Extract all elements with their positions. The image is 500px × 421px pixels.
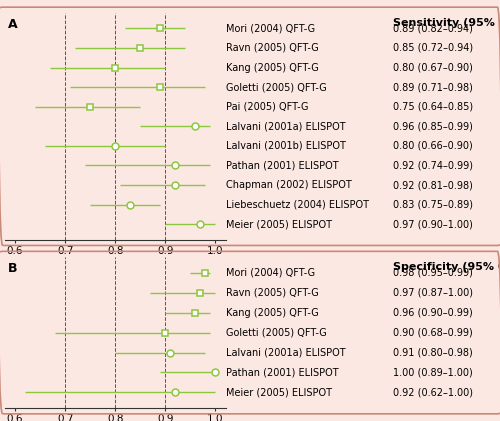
Text: Ravn (2005) QFT-G: Ravn (2005) QFT-G <box>226 43 318 53</box>
Text: 0.90 (0.68–0.99): 0.90 (0.68–0.99) <box>392 328 472 338</box>
Text: Lalvani (2001b) ELISPOT: Lalvani (2001b) ELISPOT <box>226 141 346 151</box>
Text: 0.96 (0.90–0.99): 0.96 (0.90–0.99) <box>392 308 472 318</box>
Text: Specificity (95% CI): Specificity (95% CI) <box>392 262 500 272</box>
Text: 0.92 (0.81–0.98): 0.92 (0.81–0.98) <box>392 180 472 190</box>
Text: Ravn (2005) QFT-G: Ravn (2005) QFT-G <box>226 288 318 298</box>
Text: Meier (2005) ELISPOT: Meier (2005) ELISPOT <box>226 219 332 229</box>
Text: 0.80 (0.67–0.90): 0.80 (0.67–0.90) <box>392 62 472 72</box>
Text: 1.00 (0.89–1.00): 1.00 (0.89–1.00) <box>392 368 472 378</box>
Text: Lalvani (2001a) ELISPOT: Lalvani (2001a) ELISPOT <box>226 121 345 131</box>
Text: Goletti (2005) QFT-G: Goletti (2005) QFT-G <box>226 328 326 338</box>
Text: A: A <box>8 18 17 31</box>
Text: 0.92 (0.62–1.00): 0.92 (0.62–1.00) <box>392 387 472 397</box>
Text: Pai (2005) QFT-G: Pai (2005) QFT-G <box>226 102 308 112</box>
Text: 0.97 (0.87–1.00): 0.97 (0.87–1.00) <box>392 288 472 298</box>
Text: Sensitivity (95% CI): Sensitivity (95% CI) <box>392 18 500 27</box>
Text: Kang (2005) QFT-G: Kang (2005) QFT-G <box>226 62 318 72</box>
Text: 0.91 (0.80–0.98): 0.91 (0.80–0.98) <box>392 347 472 357</box>
Text: Lalvani (2001a) ELISPOT: Lalvani (2001a) ELISPOT <box>226 347 345 357</box>
Text: 0.92 (0.74–0.99): 0.92 (0.74–0.99) <box>392 160 472 171</box>
Text: 0.89 (0.71–0.98): 0.89 (0.71–0.98) <box>392 82 472 92</box>
Text: 0.80 (0.66–0.90): 0.80 (0.66–0.90) <box>392 141 472 151</box>
Text: Mori (2004) QFT-G: Mori (2004) QFT-G <box>226 23 314 33</box>
Text: Mori (2004) QFT-G: Mori (2004) QFT-G <box>226 268 314 278</box>
Text: Pathan (2001) ELISPOT: Pathan (2001) ELISPOT <box>226 368 338 378</box>
Text: 0.75 (0.64–0.85): 0.75 (0.64–0.85) <box>392 102 472 112</box>
Text: 0.97 (0.90–1.00): 0.97 (0.90–1.00) <box>392 219 472 229</box>
Text: B: B <box>8 262 17 275</box>
Text: Pathan (2001) ELISPOT: Pathan (2001) ELISPOT <box>226 160 338 171</box>
Text: 0.89 (0.82–0.94): 0.89 (0.82–0.94) <box>392 23 472 33</box>
Text: 0.83 (0.75–0.89): 0.83 (0.75–0.89) <box>392 200 472 210</box>
Text: Meier (2005) ELISPOT: Meier (2005) ELISPOT <box>226 387 332 397</box>
Text: Liebeschuetz (2004) ELISPOT: Liebeschuetz (2004) ELISPOT <box>226 200 368 210</box>
Text: Goletti (2005) QFT-G: Goletti (2005) QFT-G <box>226 82 326 92</box>
Text: Kang (2005) QFT-G: Kang (2005) QFT-G <box>226 308 318 318</box>
Text: 0.98 (0.95–0.99): 0.98 (0.95–0.99) <box>392 268 472 278</box>
Text: 0.85 (0.72–0.94): 0.85 (0.72–0.94) <box>392 43 472 53</box>
Text: Chapman (2002) ELISPOT: Chapman (2002) ELISPOT <box>226 180 351 190</box>
Text: 0.96 (0.85–0.99): 0.96 (0.85–0.99) <box>392 121 472 131</box>
